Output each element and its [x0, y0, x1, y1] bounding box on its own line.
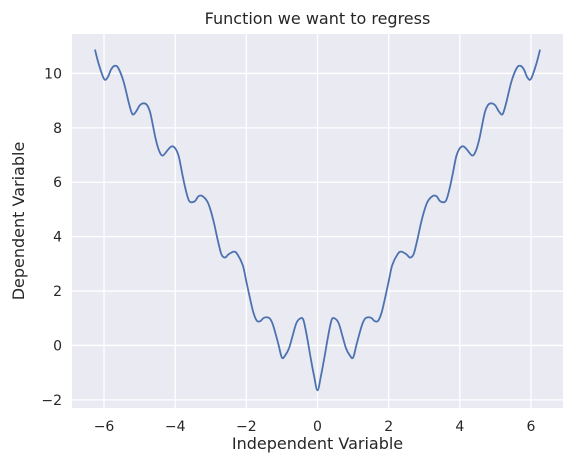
x-tick-label: −2 [236, 419, 257, 435]
y-tick-label: 0 [53, 338, 62, 354]
y-tick-label: −2 [41, 393, 62, 409]
y-tick-label: 8 [53, 121, 62, 137]
chart-title: Function we want to regress [205, 9, 431, 28]
x-tick-label: 0 [313, 419, 322, 435]
x-tick-labels: −6 −4 −2 0 2 4 6 [94, 419, 536, 435]
x-tick-label: −4 [165, 419, 186, 435]
x-tick-label: 2 [384, 419, 393, 435]
y-tick-label: 4 [53, 230, 62, 246]
series-line [94, 49, 541, 392]
grid-lines [72, 34, 563, 408]
x-tick-label: 4 [455, 419, 464, 435]
x-tick-label: 6 [527, 419, 536, 435]
y-tick-label: 2 [53, 284, 62, 300]
x-axis-label: Independent Variable [232, 434, 403, 453]
y-axis-label: Dependent Variable [9, 142, 28, 301]
series-layer [94, 49, 541, 392]
y-tick-label: 6 [53, 175, 62, 191]
x-tick-label: −6 [94, 419, 115, 435]
y-tick-labels: −2 0 2 4 6 8 10 [41, 66, 62, 408]
y-tick-label: 10 [44, 66, 62, 82]
